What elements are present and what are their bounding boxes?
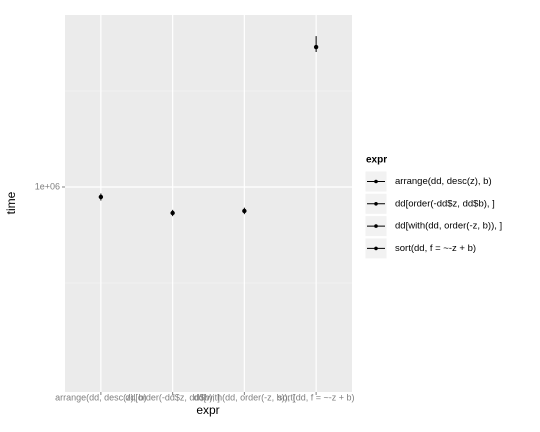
x-tick-label: dd[order(-dd$z, dd$b), ] — [125, 392, 220, 402]
point — [313, 44, 319, 50]
y-tick-label: 1e+06 — [35, 181, 60, 191]
legend-point — [374, 224, 378, 228]
legend-label: sort(dd, f = ~-z + b) — [395, 243, 476, 254]
legend-point — [374, 246, 378, 251]
point — [170, 210, 175, 216]
legend-point — [374, 202, 378, 206]
legend-label: dd[with(dd, order(-z, b)), ] — [395, 221, 502, 232]
legend-point — [374, 179, 378, 184]
point — [242, 208, 247, 214]
y-axis-title: time — [4, 191, 18, 214]
x-axis-title: expr — [196, 403, 219, 417]
legend-label: arrange(dd, desc(z), b) — [395, 176, 492, 187]
x-tick-label: dd[with(dd, order(-z, b)), ] — [194, 392, 296, 402]
panel — [65, 15, 352, 392]
legend-title: expr — [366, 155, 387, 166]
x-tick-label: arrange(dd, desc(z), b) — [55, 392, 147, 402]
point — [98, 194, 104, 200]
legend-label: dd[order(-dd$z, dd$b), ] — [395, 198, 495, 209]
x-tick-label: sort(dd, f = ~-z + b) — [278, 392, 355, 402]
